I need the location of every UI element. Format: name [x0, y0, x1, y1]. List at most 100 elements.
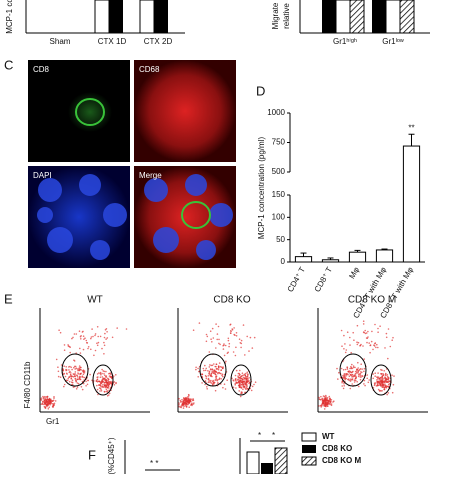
bar — [294, 256, 313, 263]
event-dot — [328, 395, 331, 398]
event-dot — [387, 392, 390, 394]
event-dot — [52, 403, 55, 405]
event-dot — [193, 402, 195, 404]
event-dot — [234, 384, 236, 386]
event-dot — [235, 379, 237, 382]
event-dot — [379, 379, 382, 381]
event-dot — [222, 386, 224, 389]
event-dot — [106, 390, 109, 392]
event-dot — [208, 379, 210, 382]
event-dot — [322, 395, 325, 397]
event-dot — [73, 366, 75, 369]
event-dot — [340, 329, 343, 332]
event-dot — [246, 381, 248, 384]
event-dot — [83, 376, 86, 379]
event-dot — [365, 337, 368, 339]
event-dot — [108, 383, 111, 386]
event-dot — [369, 351, 371, 354]
event-dot — [215, 377, 217, 380]
event-dot — [325, 403, 327, 405]
event-dot — [217, 378, 219, 381]
event-dot — [383, 377, 385, 380]
y-label: F4/80 CD11b — [23, 361, 32, 409]
panel-label: D — [256, 83, 265, 98]
event-dot — [180, 405, 182, 407]
event-dot — [68, 376, 70, 379]
event-dot — [102, 377, 105, 380]
y-tick-label: 500 — [272, 167, 286, 176]
event-dot — [107, 378, 110, 381]
event-dot — [53, 396, 55, 398]
event-dot — [218, 342, 220, 345]
event-dot — [78, 369, 80, 372]
event-dot — [69, 374, 72, 376]
event-dot — [211, 370, 213, 373]
event-dot — [232, 386, 235, 389]
event-dot — [223, 344, 225, 347]
event-dot — [245, 388, 247, 391]
event-dot — [74, 375, 76, 378]
event-dot — [100, 385, 102, 387]
event-dot — [211, 380, 214, 383]
event-dot — [240, 387, 243, 389]
event-dot — [63, 383, 66, 386]
event-dot — [100, 390, 103, 392]
event-dot — [364, 332, 367, 335]
event-dot — [320, 406, 323, 408]
event-dot — [384, 384, 386, 386]
event-dot — [205, 367, 207, 370]
bar — [402, 145, 421, 263]
event-dot — [382, 381, 385, 383]
event-dot — [76, 382, 79, 384]
event-dot — [184, 401, 187, 403]
event-dot — [64, 375, 67, 378]
event-dot — [391, 374, 393, 377]
event-dot — [83, 372, 86, 374]
event-dot — [219, 343, 221, 346]
event-dot — [235, 387, 237, 389]
event-dot — [97, 335, 99, 338]
event-dot — [387, 383, 390, 386]
event-dot — [393, 375, 395, 377]
event-dot — [326, 397, 329, 399]
event-dot — [74, 372, 76, 375]
event-dot — [346, 368, 349, 370]
event-dot — [106, 331, 108, 333]
event-dot — [102, 386, 104, 388]
event-dot — [63, 349, 66, 352]
event-dot — [336, 367, 338, 370]
event-dot — [190, 400, 192, 403]
event-dot — [356, 324, 359, 327]
event-dot — [96, 378, 99, 381]
event-dot — [218, 362, 221, 364]
event-dot — [242, 374, 244, 377]
event-dot — [43, 403, 45, 406]
event-dot — [342, 369, 345, 371]
event-dot — [239, 385, 241, 388]
event-dot — [68, 380, 71, 383]
event-dot — [96, 373, 99, 375]
event-dot — [384, 347, 386, 349]
event-dot — [87, 379, 89, 382]
event-dot — [73, 333, 76, 335]
event-dot — [105, 328, 108, 330]
event-dot — [241, 372, 244, 375]
event-dot — [357, 367, 360, 369]
event-dot — [352, 365, 355, 367]
event-dot — [235, 332, 238, 334]
x-tick-label: Mφ — [347, 266, 361, 281]
event-dot — [52, 404, 54, 407]
event-dot — [71, 375, 73, 378]
event-dot — [80, 366, 82, 369]
event-dot — [374, 382, 377, 384]
event-dot — [191, 402, 193, 405]
event-dot — [349, 344, 351, 346]
event-dot — [344, 373, 347, 375]
event-dot — [223, 343, 225, 345]
event-dot — [75, 333, 78, 335]
event-dot — [362, 323, 365, 325]
event-dot — [227, 337, 230, 340]
event-dot — [201, 373, 204, 376]
event-dot — [103, 385, 106, 387]
event-dot — [381, 369, 383, 372]
